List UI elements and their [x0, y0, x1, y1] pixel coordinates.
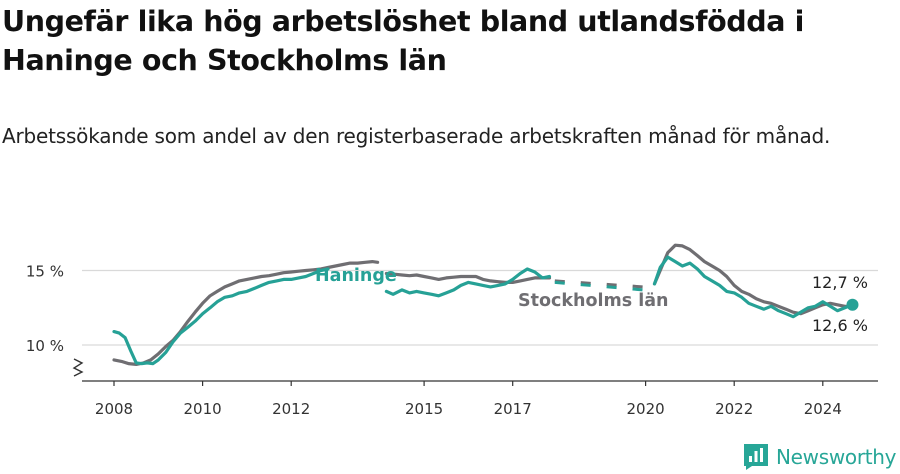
- end-label-haninge: 12,7 %: [812, 273, 868, 292]
- series-line-haninge-1: [384, 267, 552, 298]
- series-label-haninge: Haninge: [315, 266, 397, 286]
- series-line-haninge-0: [112, 267, 330, 366]
- end-point-marker: [846, 298, 859, 311]
- x-tick-label: 2022: [715, 400, 753, 418]
- y-axis: 10 % 15 %: [26, 263, 84, 377]
- series-line-haninge-recent: [652, 255, 855, 319]
- axis-break-icon: [72, 358, 84, 377]
- x-tick-label: 2017: [494, 400, 532, 418]
- x-tick-label: 2024: [804, 400, 842, 418]
- series-gap-haninge-0: [554, 280, 644, 292]
- y-tick-label: 15 %: [26, 263, 64, 281]
- chart-title: Ungefär lika hög arbetslöshet bland utla…: [2, 5, 804, 77]
- series-line-stockholm-0: [112, 260, 380, 366]
- gridlines: [82, 269, 878, 346]
- end-label-stockholm: 12,6 %: [812, 316, 868, 335]
- series-labels: Haninge Stockholms län 12,7 % 12,6 %: [315, 266, 868, 335]
- x-tick-label: 2020: [627, 400, 665, 418]
- x-tick-label: 2012: [272, 400, 310, 418]
- series-line-stockholm-recent: [652, 243, 855, 316]
- chart-subtitle: Arbetssökande som andel av den registerb…: [2, 124, 831, 148]
- brand-name: Newsworthy: [776, 445, 897, 469]
- series-line-stockholm-1: [384, 271, 552, 284]
- series-lines: [112, 243, 859, 366]
- x-tick-label: 2008: [95, 400, 133, 418]
- series-gap-stockholm-0: [554, 279, 644, 289]
- x-tick-label: 2010: [184, 400, 222, 418]
- brand: Newsworthy: [744, 442, 897, 472]
- x-tick-label: 2015: [405, 400, 443, 418]
- x-axis: 2008 2010 2012 2015 2017 2020 2022 2024: [82, 380, 878, 418]
- y-tick-label: 10 %: [26, 337, 64, 355]
- newsworthy-logo-icon: [744, 444, 768, 470]
- series-label-stockholm: Stockholms län: [518, 291, 669, 311]
